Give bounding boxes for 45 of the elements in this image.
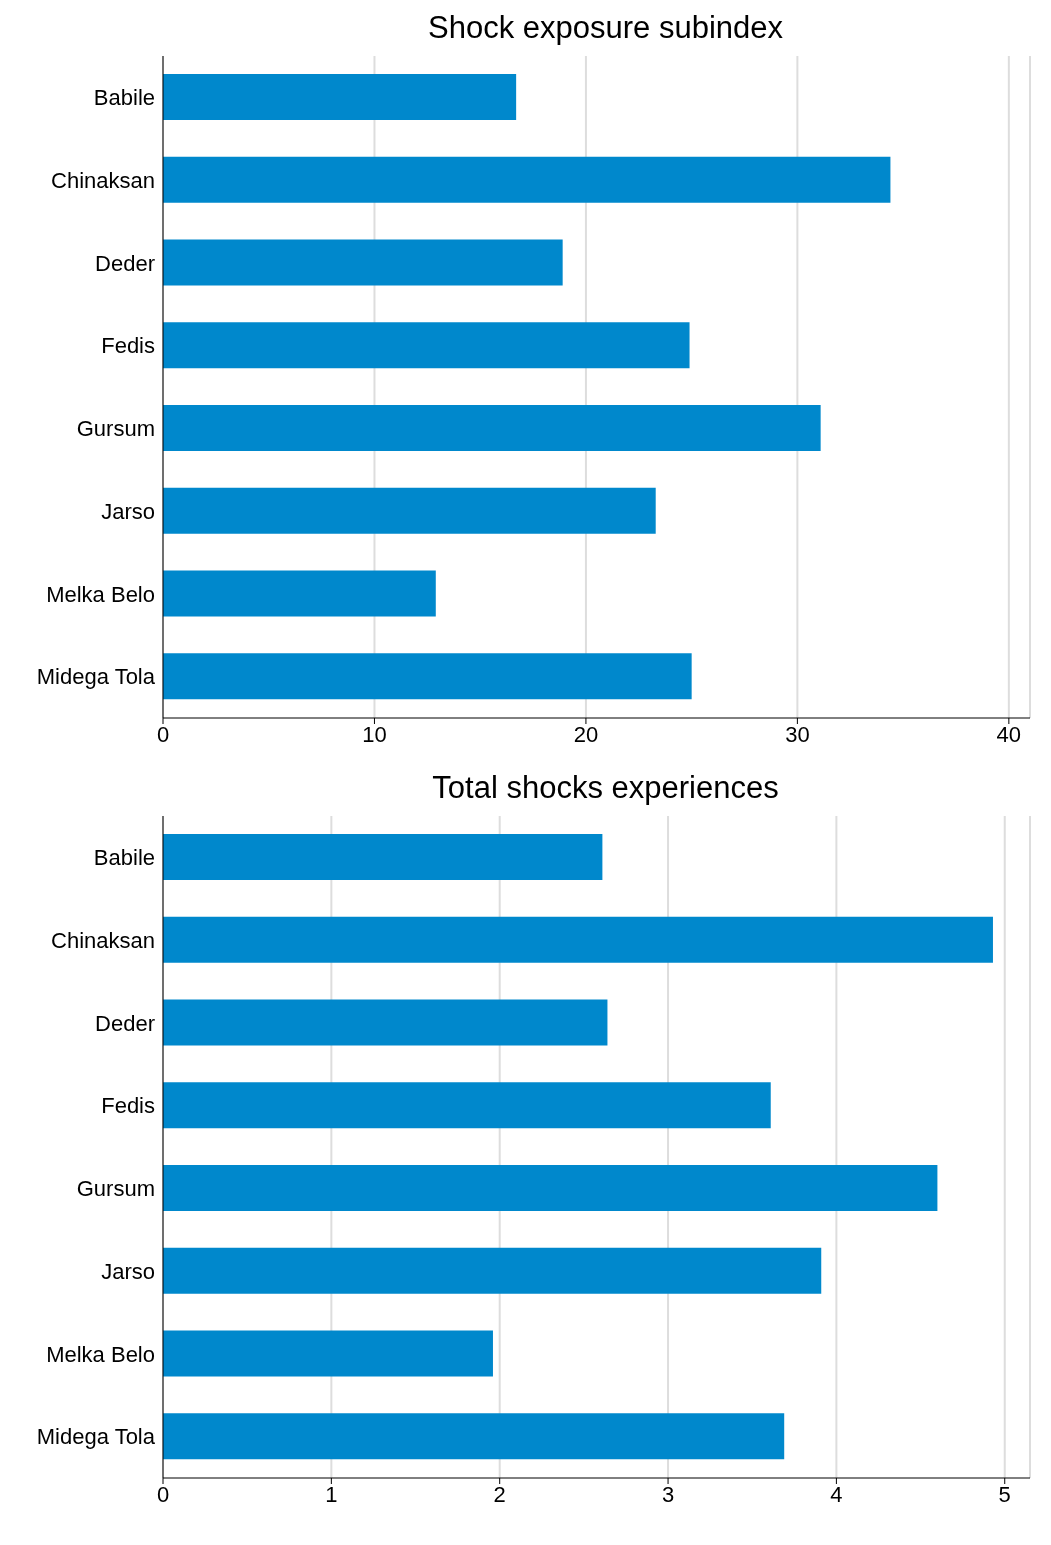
x-tick-label: 3 <box>661 1481 675 1507</box>
bar <box>163 405 821 451</box>
x-tick-label: 1 <box>325 1481 338 1507</box>
y-tick-label: Midega Tola <box>36 664 156 690</box>
bar <box>163 834 603 880</box>
bar <box>163 1413 785 1460</box>
y-tick-label: Gursum <box>76 416 155 442</box>
bar <box>163 999 608 1046</box>
x-tick-label: 30 <box>785 721 810 747</box>
bar <box>163 322 690 369</box>
y-tick-label: Deder <box>95 1010 155 1036</box>
x-tick-label: 0 <box>156 721 170 747</box>
bar <box>163 653 692 700</box>
bar <box>163 1330 493 1377</box>
y-tick-label: Chinaksan <box>51 167 155 193</box>
bar <box>163 487 656 534</box>
bar <box>163 570 436 617</box>
y-tick-label: Jarso <box>101 498 155 524</box>
bar <box>163 156 891 203</box>
x-tick-label: 40 <box>996 721 1022 747</box>
bar <box>163 74 517 120</box>
x-tick-label: 4 <box>830 1481 843 1507</box>
x-tick-label: 20 <box>573 721 599 747</box>
y-tick-label: Babile <box>93 845 155 871</box>
chart-title: Shock exposure subindex <box>427 9 784 47</box>
y-tick-label: Melka Belo <box>46 1341 155 1367</box>
x-tick-label: 10 <box>362 721 387 747</box>
x-tick-label: 2 <box>493 1481 506 1507</box>
bar <box>163 1247 822 1294</box>
y-tick-label: Fedis <box>101 333 155 359</box>
y-tick-label: Fedis <box>101 1093 155 1119</box>
bar <box>163 239 563 286</box>
y-tick-label: Gursum <box>76 1176 155 1202</box>
chart-title: Total shocks experiences <box>431 769 780 807</box>
y-tick-label: Deder <box>95 250 155 276</box>
bar <box>163 1165 938 1211</box>
x-tick-label: 0 <box>156 1481 170 1507</box>
bar <box>163 916 993 963</box>
y-tick-label: Babile <box>93 85 155 111</box>
y-tick-label: Midega Tola <box>36 1424 156 1450</box>
y-tick-label: Jarso <box>101 1258 155 1284</box>
y-tick-label: Melka Belo <box>46 581 155 607</box>
x-tick-label: 5 <box>998 1481 1011 1507</box>
y-tick-label: Chinaksan <box>51 927 155 953</box>
bar <box>163 1082 771 1129</box>
